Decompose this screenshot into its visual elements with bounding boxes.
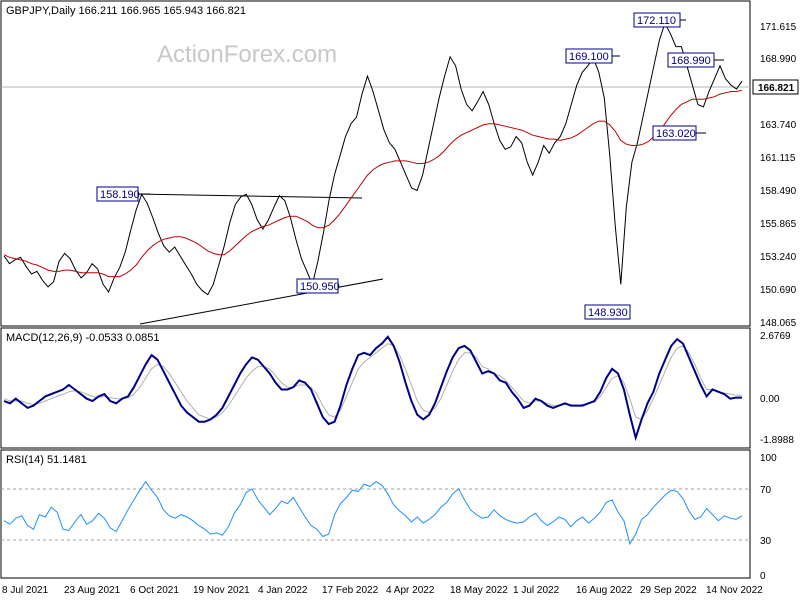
annotation-box-169100 [565,48,613,64]
x-axis-tick: 23 Aug 2021 [64,585,121,596]
lower-trendline [139,278,384,325]
x-axis-tick: 4 Apr 2022 [386,585,435,596]
price-y-tick: 153.240 [760,252,797,263]
annotation-box-172110 [633,12,681,28]
macd-line [3,335,742,442]
x-axis-tick: 4 Jan 2022 [258,585,308,596]
macd-y-tick: 2.6769 [760,331,791,342]
price-y-tick: 161.115 [760,153,796,164]
macd-y-tick: 0.00 [760,394,780,405]
price-y-tick: 171.615 [760,22,797,33]
rsi-y-tick: 30 [760,536,772,547]
rsi-panel-frame [0,449,751,579]
annotation-box-148930 [584,304,631,320]
macd-panel-frame [0,327,751,449]
moving-average-line [3,89,743,278]
macd-y-tick: -1.8988 [760,435,794,446]
x-axis-tick: 14 Nov 2022 [706,585,763,596]
rsi-y-tick: 0 [760,571,766,582]
annotation-label-169100: 169.100 [569,51,609,63]
annotation-box-168990 [667,52,715,68]
price-y-tick: 168.990 [760,54,797,65]
x-axis-tick: 6 Oct 2021 [130,585,179,596]
rsi-line [3,480,743,546]
price-y-tick: 155.865 [760,219,797,230]
price-panel-title: GBPJPY,Daily 166.211 166.965 165.943 166… [6,5,246,17]
upper-trendline [134,193,363,199]
price-y-tick: 150.690 [760,285,797,296]
current-price-label: 166.821 [758,83,795,94]
price-panel-frame [0,0,751,327]
macd-panel-title: MACD(12,26,9) -0.0533 0.0851 [6,332,159,344]
price-y-tick: 158.490 [760,186,797,197]
rsi-panel-title: RSI(14) 51.1481 [6,454,87,466]
x-axis-tick: 18 May 2022 [450,585,508,596]
x-axis-tick: 19 Nov 2021 [193,585,250,596]
annotation-label-158190: 158.190 [100,189,140,201]
price-y-tick: 148.065 [760,318,797,329]
watermark: ActionForex.com [157,41,337,68]
annotation-label-168990: 168.990 [671,55,711,67]
price-y-tick: 163.740 [760,120,797,131]
x-axis-tick: 1 Jul 2022 [513,585,560,596]
annotation-box-158190 [96,186,139,202]
price-bars-line [3,22,743,296]
annotation-box-163020 [652,125,697,141]
x-axis-tick: 16 Aug 2022 [576,585,633,596]
rsi-y-tick: 100 [760,453,777,464]
annotation-box-150950 [296,278,339,294]
annotation-label-172110: 172.110 [637,15,676,27]
x-axis-tick: 17 Feb 2022 [322,585,379,596]
x-axis-tick: 8 Jul 2021 [2,585,49,596]
annotation-label-148930: 148.930 [588,307,628,319]
current-price-tag [752,79,799,95]
annotation-label-150950: 150.950 [300,281,340,293]
x-axis-tick: 29 Sep 2022 [640,585,697,596]
rsi-y-tick: 70 [760,485,772,496]
annotation-label-163020: 163.020 [656,128,696,140]
